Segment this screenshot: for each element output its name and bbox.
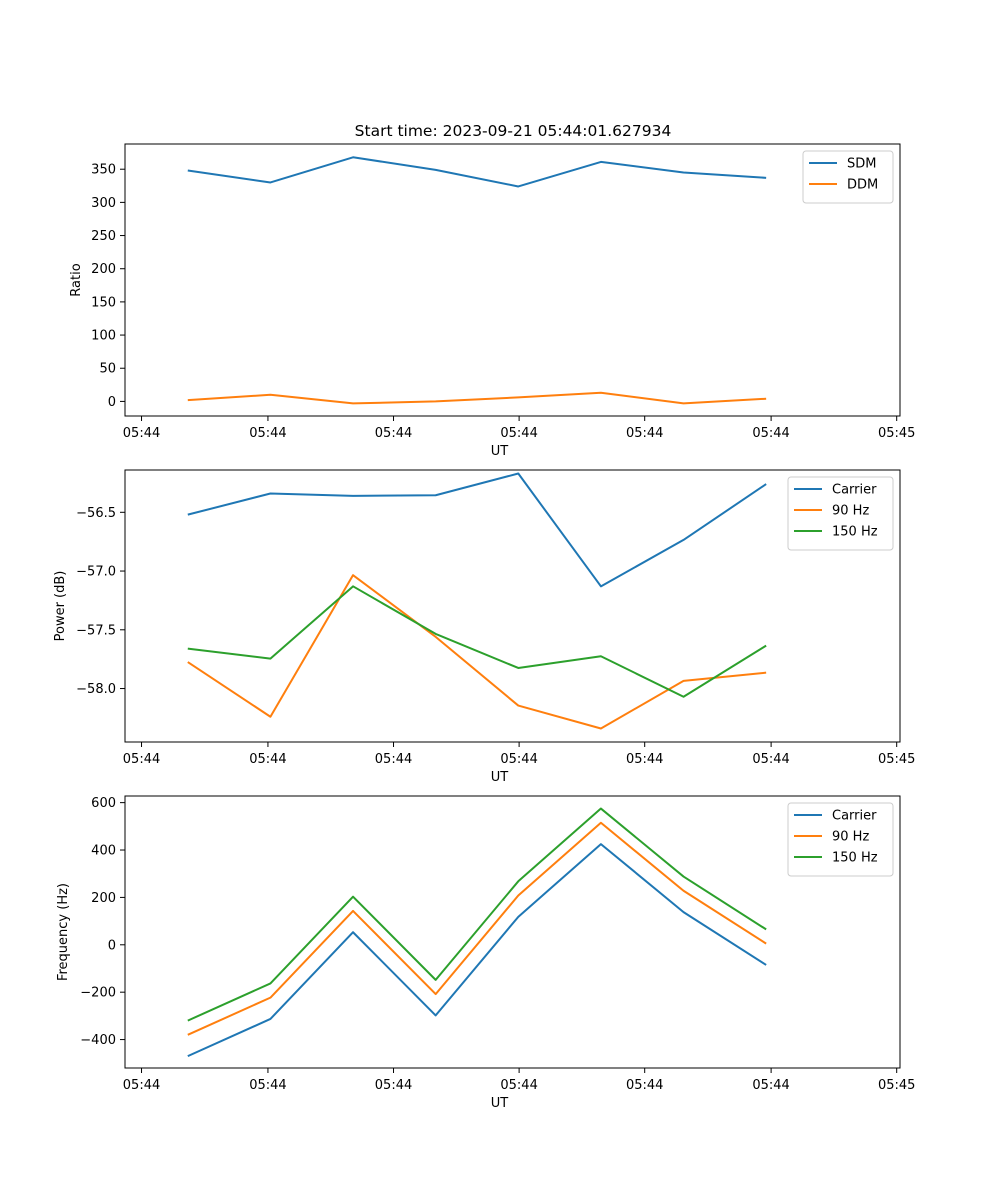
y-tick-label: 400 bbox=[91, 844, 116, 859]
x-tick-label: 05:44 bbox=[123, 752, 160, 767]
x-tick-label: 05:45 bbox=[878, 1078, 915, 1093]
y-tick-label: 150 bbox=[91, 295, 116, 310]
x-tick-label: 05:44 bbox=[123, 1078, 160, 1093]
y-axis-label: Power (dB) bbox=[53, 571, 68, 642]
x-tick-label: 05:44 bbox=[500, 1078, 537, 1093]
y-tick-label: 50 bbox=[99, 362, 116, 377]
x-tick-label: 05:45 bbox=[878, 752, 915, 767]
y-tick-label: 200 bbox=[91, 262, 116, 277]
x-tick-label: 05:44 bbox=[249, 426, 286, 441]
x-tick-label: 05:44 bbox=[626, 752, 663, 767]
chart-panel-3: 05:44 05:44 05:44 05:44 05:44 05:44 05:45 −400 −… bbox=[56, 795, 915, 1111]
x-tick-label: 05:44 bbox=[249, 1078, 286, 1093]
legend: Carrier 90 Hz 150 Hz bbox=[787, 476, 894, 551]
x-tick-label: 05:44 bbox=[626, 1078, 663, 1093]
series-line-carrier bbox=[187, 472, 767, 588]
x-tick-label: 05:44 bbox=[752, 752, 789, 767]
x-tick-label: 05:44 bbox=[375, 752, 412, 767]
y-tick-label: 350 bbox=[91, 163, 116, 178]
x-tick-label: 05:44 bbox=[626, 426, 663, 441]
legend-label: Carrier bbox=[832, 809, 877, 824]
figure-title: Start time: 2023-09-21 05:44:01.627934 bbox=[355, 122, 672, 140]
y-tick-label: 0 bbox=[108, 938, 116, 953]
x-tick-label: 05:45 bbox=[878, 426, 915, 441]
legend-label: 90 Hz bbox=[832, 504, 869, 519]
y-tick-label: 600 bbox=[91, 796, 116, 811]
y-axis-label: Ratio bbox=[69, 263, 84, 296]
x-tick-label: 05:44 bbox=[500, 426, 537, 441]
x-tick-label: 05:44 bbox=[752, 426, 789, 441]
series-line-150-hz bbox=[187, 585, 767, 698]
x-axis-label: UT bbox=[491, 770, 509, 785]
series-line-90-hz bbox=[187, 821, 767, 1036]
legend-label: 90 Hz bbox=[832, 830, 869, 845]
axes-frame bbox=[124, 795, 901, 1069]
x-tick-label: 05:44 bbox=[375, 426, 412, 441]
x-tick-label: 05:44 bbox=[500, 752, 537, 767]
legend-label: DDM bbox=[847, 178, 878, 193]
chart-panel-1: 05:44 05:44 05:44 05:44 05:44 05:44 05:45 0 50 10… bbox=[69, 143, 915, 459]
y-tick-label: −57.5 bbox=[76, 623, 116, 638]
x-axis-label: UT bbox=[491, 1096, 509, 1111]
x-axis-label: UT bbox=[491, 444, 509, 459]
series-line-sdm bbox=[187, 156, 767, 188]
y-axis-label: Frequency (Hz) bbox=[56, 883, 71, 981]
legend: SDM DDM bbox=[802, 150, 894, 204]
legend-label: 150 Hz bbox=[832, 851, 878, 866]
series-line-carrier bbox=[187, 843, 767, 1058]
chart-panel-2: 05:44 05:44 05:44 05:44 05:44 05:44 05:45 −58.0… bbox=[53, 469, 915, 785]
y-tick-label: −56.5 bbox=[76, 506, 116, 521]
y-tick-label: 300 bbox=[91, 196, 116, 211]
y-tick-label: 0 bbox=[108, 395, 116, 410]
y-tick-label: −57.0 bbox=[76, 565, 116, 580]
series-line-90-hz bbox=[187, 574, 767, 730]
y-tick-label: 200 bbox=[91, 891, 116, 906]
y-tick-label: −58.0 bbox=[76, 682, 116, 697]
legend-label: SDM bbox=[847, 157, 876, 172]
y-tick-label: −200 bbox=[80, 986, 116, 1001]
x-tick-label: 05:44 bbox=[123, 426, 160, 441]
x-tick-label: 05:44 bbox=[752, 1078, 789, 1093]
axes-frame bbox=[124, 469, 901, 743]
y-tick-label: −400 bbox=[80, 1033, 116, 1048]
legend-label: 150 Hz bbox=[832, 525, 878, 540]
series-line-150-hz bbox=[187, 807, 767, 1022]
y-tick-label: 100 bbox=[91, 329, 116, 344]
series-line-ddm bbox=[187, 391, 767, 405]
axes-frame bbox=[124, 143, 901, 417]
legend: Carrier 90 Hz 150 Hz bbox=[787, 802, 894, 877]
legend-label: Carrier bbox=[832, 483, 877, 498]
y-tick-label: 250 bbox=[91, 229, 116, 244]
x-tick-label: 05:44 bbox=[249, 752, 286, 767]
x-tick-label: 05:44 bbox=[375, 1078, 412, 1093]
